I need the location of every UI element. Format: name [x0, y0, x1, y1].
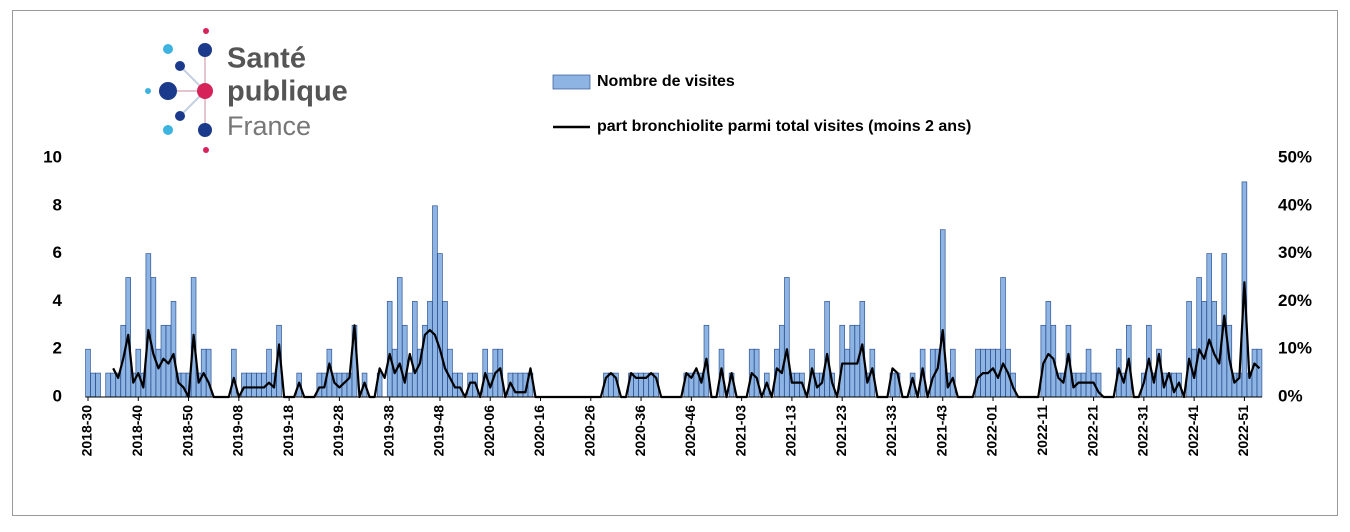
x-tick-label: 2022-31	[1135, 405, 1151, 457]
bar	[950, 348, 956, 398]
x-tick-label: 2021-03	[732, 405, 748, 457]
bar	[427, 301, 433, 398]
bar	[90, 372, 96, 398]
y-tick-label: 2	[53, 339, 62, 358]
bar	[402, 324, 408, 398]
bar	[231, 348, 237, 398]
x-tick-label: 2019-18	[280, 405, 296, 457]
bar	[407, 372, 413, 398]
bar	[844, 348, 850, 398]
y-tick-label: 6	[53, 243, 62, 262]
legend-swatch	[552, 74, 591, 90]
logo-text: publique	[227, 76, 348, 108]
x-tick-label: 2022-41	[1185, 405, 1201, 457]
x-tick-label: 2022-11	[1034, 405, 1050, 456]
x-tick-label: 2020-06	[481, 405, 497, 457]
x-tick-label: 2020-36	[632, 405, 648, 457]
y-tick-label: 10	[43, 147, 62, 166]
bar	[939, 229, 946, 398]
bar	[1080, 372, 1087, 398]
x-tick-label: 2022-01	[984, 405, 1000, 457]
bar	[432, 205, 438, 398]
bar	[638, 372, 644, 398]
bar	[794, 372, 800, 398]
bar	[753, 348, 760, 398]
logo-text: France	[227, 111, 311, 141]
legend-label: part bronchiolite parmi total visites (m…	[597, 118, 971, 135]
frame	[12, 10, 1338, 516]
bar	[85, 348, 91, 398]
x-tick-label: 2021-23	[833, 405, 849, 457]
bar	[1196, 277, 1202, 398]
x-tick-label: 2018-40	[129, 405, 145, 457]
x-tick-label: 2022-21	[1084, 405, 1100, 457]
bar	[105, 372, 111, 398]
bar	[412, 301, 418, 398]
x-tick-label: 2019-28	[330, 405, 346, 457]
y2-tick-label: 30%	[1278, 243, 1312, 262]
y2-tick-label: 20%	[1278, 291, 1312, 310]
logo-text: Santé	[227, 43, 306, 75]
bar	[251, 372, 257, 398]
logo: Santé publique France	[145, 28, 348, 153]
bar	[316, 372, 323, 398]
x-tick-label: 2020-46	[682, 405, 698, 457]
bar	[396, 277, 403, 398]
bar	[170, 301, 177, 398]
x-tick-label: 2021-33	[883, 405, 899, 457]
bar	[975, 348, 981, 398]
bar	[110, 372, 116, 398]
bar	[517, 372, 524, 398]
bar	[608, 372, 614, 398]
bar	[1045, 301, 1052, 398]
y2-tick-label: 0%	[1278, 386, 1303, 405]
y2-tick-label: 50%	[1278, 147, 1312, 166]
y-tick-label: 8	[53, 195, 62, 214]
legend-label: Nombre de visites	[597, 73, 735, 90]
x-tick-label: 2019-48	[431, 405, 447, 457]
bar	[241, 372, 247, 398]
bar	[1085, 348, 1092, 398]
x-tick-label: 2021-13	[783, 405, 799, 457]
bar	[442, 301, 448, 398]
x-tick-label: 2019-08	[230, 405, 246, 457]
bar	[1256, 348, 1263, 398]
bar	[512, 372, 519, 398]
bar	[1251, 348, 1258, 398]
bar	[824, 301, 830, 398]
bar	[839, 324, 845, 398]
bar	[1186, 301, 1192, 398]
x-tick-label: 2020-26	[581, 405, 597, 457]
y2-tick-label: 40%	[1278, 195, 1312, 214]
bar	[386, 301, 393, 398]
bar	[246, 372, 252, 398]
bar	[95, 372, 101, 398]
x-tick-label: 2018-50	[179, 405, 195, 457]
bar	[150, 277, 157, 398]
x-tick-label: 2020-16	[531, 405, 547, 457]
bar	[693, 372, 700, 398]
y-tick-label: 4	[53, 291, 63, 310]
x-tick-label: 2021-43	[933, 405, 949, 457]
bar	[784, 277, 790, 398]
x-tick-label: 2022-51	[1235, 405, 1251, 457]
x-tick-label: 2019-38	[380, 405, 396, 457]
bar	[648, 372, 654, 398]
bar	[1206, 253, 1212, 398]
bar	[437, 253, 443, 398]
bar	[145, 253, 152, 398]
bar	[155, 348, 162, 398]
bar	[256, 372, 262, 398]
x-tick-label: 2018-30	[79, 405, 95, 457]
bar	[266, 348, 272, 398]
bar	[849, 324, 855, 398]
y-tick-label: 0	[53, 386, 62, 405]
bar	[457, 372, 463, 398]
bar	[1000, 277, 1006, 398]
y2-tick-label: 10%	[1278, 339, 1312, 358]
